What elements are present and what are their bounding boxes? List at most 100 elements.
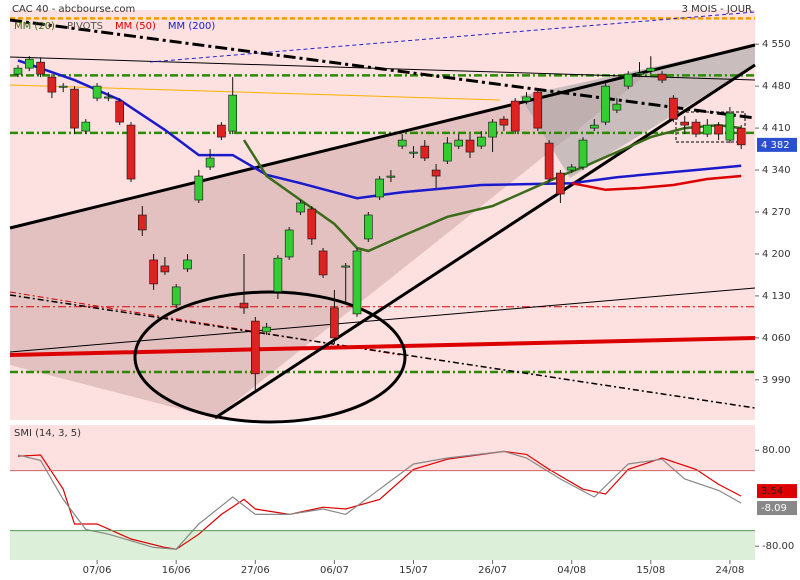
candle-body [115, 100, 124, 123]
smi-overbought [10, 425, 755, 470]
moving-average [571, 174, 742, 192]
candle-body [228, 94, 237, 132]
candle-body [58, 85, 68, 88]
smi-line [17, 450, 742, 550]
candle-body [522, 96, 531, 102]
candle-body [420, 145, 430, 159]
legend-entry: PIVOTS [67, 21, 103, 32]
candle-body [578, 139, 588, 168]
x-tick-label: 06/07 [320, 565, 349, 576]
legend-entry: MM (200) [168, 21, 215, 32]
title: CAC 40 - abcbourse.com [12, 4, 135, 15]
y-tick-label: 3 990 [762, 375, 791, 386]
legend-entry: MM (50) [115, 21, 156, 32]
smi-line [17, 450, 742, 550]
legend-entry: MM (20) [14, 21, 55, 32]
candle-body [635, 72, 644, 75]
indicator-title: SMI (14, 3, 5) [14, 428, 81, 439]
candle-body [397, 139, 407, 147]
candle-body [194, 175, 204, 201]
y-tick-label: 4 130 [762, 291, 791, 302]
circle-annotation [133, 290, 407, 424]
period: 3 MOIS - JOUR [682, 4, 752, 15]
candle-body [544, 142, 554, 180]
candle-body [36, 61, 45, 75]
candle-body [736, 127, 746, 146]
candle-body [318, 250, 328, 276]
y-tick-label: -80.00 [762, 541, 794, 552]
smi-oversold [10, 530, 755, 560]
candle-body [284, 229, 294, 258]
candle-body [510, 100, 520, 132]
candle-body [262, 326, 271, 333]
candle-body [13, 67, 23, 75]
value-tag [757, 137, 797, 152]
candle-body [24, 58, 34, 69]
trendline [9, 18, 756, 120]
value-tag-label: -8.09 [761, 503, 787, 514]
value-tag [757, 501, 797, 516]
y-tick-label: 4 060 [762, 333, 791, 344]
candle-body [714, 124, 723, 135]
box-annotation [675, 111, 746, 143]
y-tick-label: 4 550 [762, 39, 791, 50]
value-tag-label: 4 382 [761, 140, 790, 151]
candle-body [160, 265, 170, 273]
y-tick-label: 80.00 [762, 445, 791, 456]
candle-body [126, 124, 136, 180]
candle-body [307, 208, 317, 240]
candle-body [217, 124, 226, 138]
candle-body [431, 169, 441, 177]
candle-body [623, 73, 633, 87]
candle-body [488, 121, 497, 138]
candle-body [273, 257, 283, 293]
candle-body [702, 124, 712, 135]
x-tick-label: 15/07 [399, 565, 428, 576]
x-tick-label: 16/06 [162, 565, 191, 576]
candle-body [171, 286, 181, 306]
candle-body [691, 121, 701, 135]
candle-body [70, 88, 79, 129]
candle-body [556, 172, 565, 195]
candle-body [499, 118, 509, 126]
y-tick-label: 4 480 [762, 81, 791, 92]
candle-body [205, 157, 215, 168]
candle-body [352, 250, 362, 315]
candle-body [454, 139, 464, 147]
trendlines [9, 11, 756, 424]
candle-body [363, 214, 373, 240]
candle-body [476, 136, 486, 147]
shaded-channel [10, 72, 650, 418]
candle-body [183, 259, 192, 270]
candle-body [589, 124, 599, 129]
candle-body [669, 97, 678, 120]
candle-body [465, 139, 475, 153]
moving-average [17, 59, 742, 200]
trendline [214, 63, 756, 420]
y-tick-label: 4 340 [762, 165, 791, 176]
value-tag [757, 484, 797, 499]
y-tick-label: 4 270 [762, 207, 791, 218]
moving-average [242, 123, 742, 253]
candle-body [92, 85, 102, 99]
x-tick-label: 04/08 [557, 565, 586, 576]
candle-body [386, 175, 396, 178]
value-tag-label: 3.54 [761, 486, 783, 497]
x-tick-label: 24/08 [715, 565, 744, 576]
candle-body [138, 214, 147, 231]
candle-body [646, 67, 656, 72]
candle-body [375, 178, 384, 198]
candle-body [149, 259, 158, 285]
x-tick-label: 27/06 [241, 565, 270, 576]
x-tick-label: 15/08 [636, 565, 665, 576]
candle-body [47, 76, 57, 93]
y-tick-label: 4 200 [762, 249, 791, 260]
candle-body [725, 112, 735, 141]
candle-body [657, 73, 667, 81]
candle-body [601, 85, 610, 123]
candle-body [567, 166, 577, 171]
candle-body [409, 151, 418, 154]
candle-body [104, 96, 113, 99]
x-tick-label: 07/06 [83, 565, 112, 576]
